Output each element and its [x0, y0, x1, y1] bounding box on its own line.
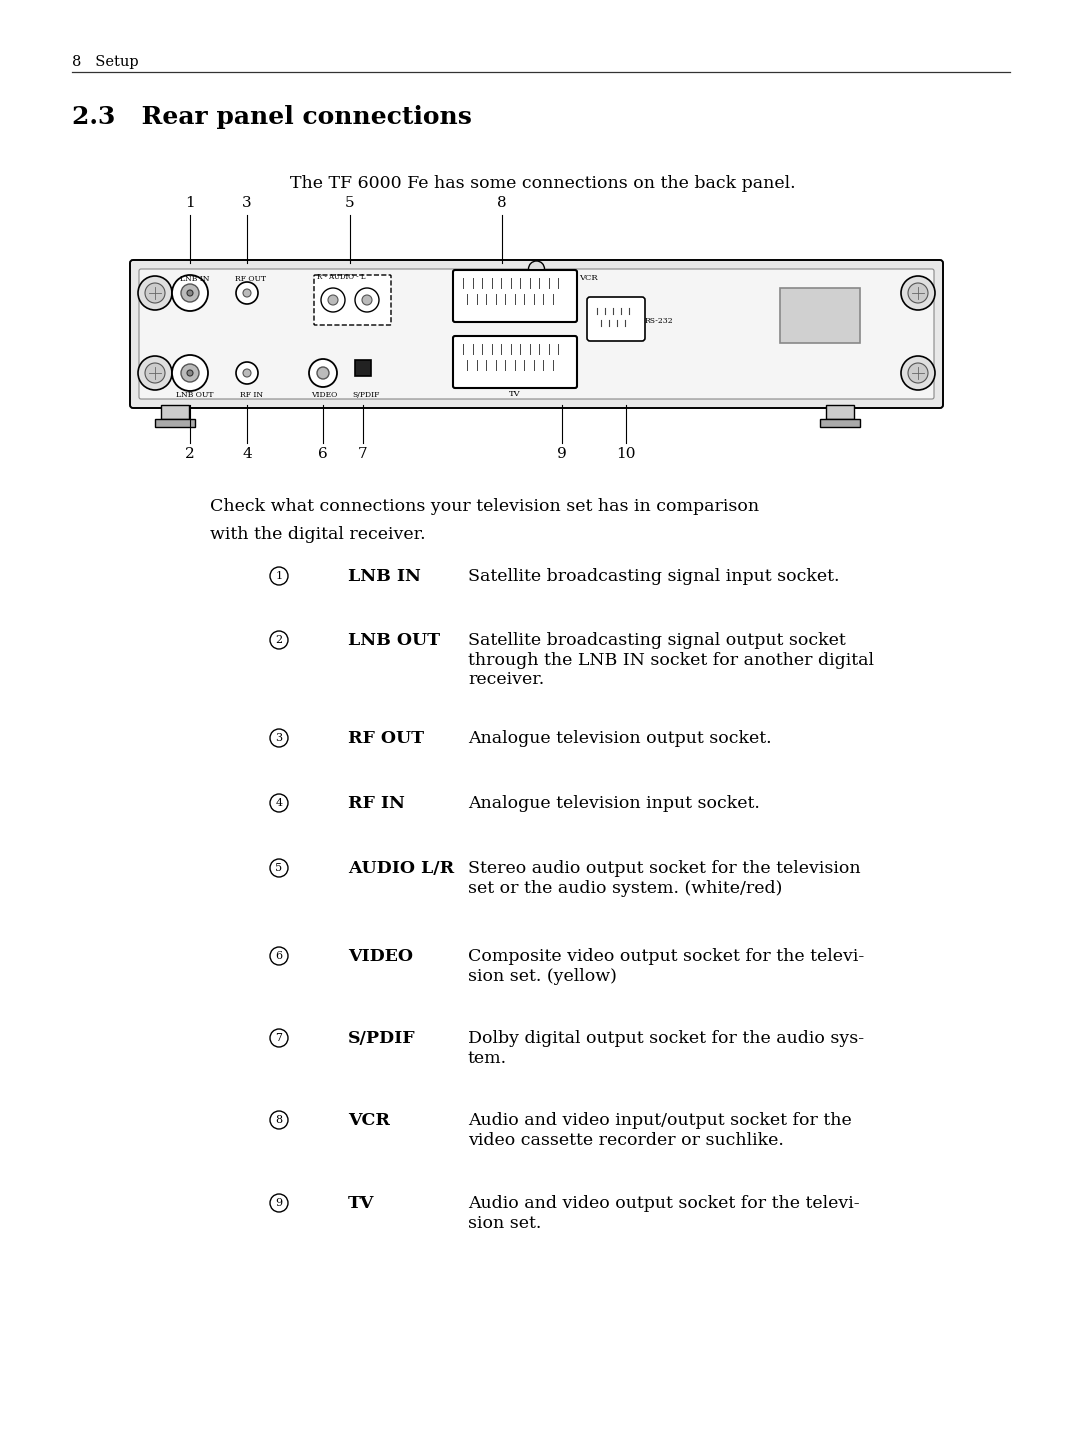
FancyBboxPatch shape — [588, 296, 645, 341]
Circle shape — [270, 859, 288, 876]
Text: 3: 3 — [242, 196, 252, 210]
Circle shape — [138, 276, 172, 309]
Circle shape — [270, 947, 288, 966]
Text: 9: 9 — [557, 448, 567, 460]
Circle shape — [181, 364, 199, 381]
Text: AUDIO L/R: AUDIO L/R — [348, 861, 454, 876]
Text: RF IN: RF IN — [240, 391, 264, 399]
Text: Dolby digital output socket for the audio sys-
tem.: Dolby digital output socket for the audi… — [468, 1030, 864, 1066]
Text: 7: 7 — [275, 1033, 283, 1043]
Text: RS-232: RS-232 — [645, 317, 674, 325]
Circle shape — [309, 358, 337, 387]
FancyBboxPatch shape — [130, 260, 943, 409]
Circle shape — [145, 283, 165, 304]
Text: LNB OUT: LNB OUT — [348, 632, 440, 649]
Text: LNB OUT: LNB OUT — [176, 391, 214, 399]
Text: VIDEO: VIDEO — [348, 948, 413, 966]
Text: 5: 5 — [275, 863, 283, 873]
Circle shape — [181, 283, 199, 302]
Circle shape — [237, 363, 258, 384]
Text: 6: 6 — [319, 448, 328, 460]
Text: with the digital receiver.: with the digital receiver. — [210, 527, 426, 543]
Circle shape — [908, 363, 928, 383]
Text: 2: 2 — [275, 635, 283, 645]
Text: Analogue television output socket.: Analogue television output socket. — [468, 730, 771, 747]
Circle shape — [138, 355, 172, 390]
Text: 1: 1 — [185, 196, 194, 210]
Bar — [820, 419, 860, 427]
Text: Check what connections your television set has in comparison: Check what connections your television s… — [210, 498, 759, 515]
Circle shape — [321, 288, 345, 312]
Circle shape — [901, 276, 935, 309]
FancyBboxPatch shape — [314, 275, 391, 325]
Bar — [161, 404, 189, 419]
Text: S/PDIF: S/PDIF — [352, 391, 379, 399]
Text: LNB IN: LNB IN — [180, 275, 210, 283]
Text: VCR: VCR — [348, 1112, 390, 1130]
Text: 9: 9 — [275, 1199, 283, 1207]
Text: 4: 4 — [242, 448, 252, 460]
Circle shape — [270, 630, 288, 649]
Text: 5: 5 — [346, 196, 355, 210]
FancyBboxPatch shape — [453, 335, 577, 389]
Text: 2.3   Rear panel connections: 2.3 Rear panel connections — [72, 105, 472, 130]
Circle shape — [187, 370, 193, 376]
Circle shape — [270, 730, 288, 747]
Circle shape — [328, 295, 338, 305]
Text: 6: 6 — [275, 951, 283, 961]
Circle shape — [172, 355, 208, 391]
Circle shape — [270, 794, 288, 812]
Text: VCR: VCR — [579, 273, 597, 282]
Text: TV: TV — [509, 390, 521, 399]
Circle shape — [270, 567, 288, 586]
Bar — [780, 288, 860, 342]
Circle shape — [187, 291, 193, 296]
Circle shape — [243, 368, 251, 377]
Circle shape — [901, 355, 935, 390]
Circle shape — [270, 1194, 288, 1212]
Text: 4: 4 — [275, 799, 283, 809]
Text: The TF 6000 Fe has some connections on the back panel.: The TF 6000 Fe has some connections on t… — [291, 176, 796, 191]
Circle shape — [237, 282, 258, 304]
Text: 7: 7 — [359, 448, 368, 460]
Text: VIDEO: VIDEO — [311, 391, 337, 399]
Text: 8: 8 — [275, 1115, 283, 1125]
Bar — [156, 419, 195, 427]
Text: Audio and video output socket for the televi-
sion set.: Audio and video output socket for the te… — [468, 1194, 860, 1232]
Circle shape — [318, 367, 329, 378]
Text: 8   Setup: 8 Setup — [72, 55, 138, 69]
Text: 3: 3 — [275, 732, 283, 743]
Text: RF OUT: RF OUT — [235, 275, 266, 283]
Circle shape — [355, 288, 379, 312]
Bar — [826, 404, 854, 419]
Circle shape — [528, 260, 544, 276]
Text: RF IN: RF IN — [348, 794, 405, 812]
Circle shape — [908, 283, 928, 304]
Text: LNB IN: LNB IN — [348, 568, 421, 586]
Circle shape — [270, 1029, 288, 1048]
Text: Audio and video input/output socket for the
video cassette recorder or suchlike.: Audio and video input/output socket for … — [468, 1112, 852, 1148]
Circle shape — [270, 1111, 288, 1130]
Circle shape — [145, 363, 165, 383]
Text: TV: TV — [348, 1194, 375, 1212]
FancyBboxPatch shape — [453, 271, 577, 322]
Text: Satellite broadcasting signal output socket
through the LNB IN socket for anothe: Satellite broadcasting signal output soc… — [468, 632, 874, 688]
FancyBboxPatch shape — [139, 269, 934, 399]
Text: R - AUDIO - L: R - AUDIO - L — [318, 273, 365, 281]
Text: S/PDIF: S/PDIF — [348, 1030, 416, 1048]
Text: Satellite broadcasting signal input socket.: Satellite broadcasting signal input sock… — [468, 568, 839, 586]
Text: Analogue television input socket.: Analogue television input socket. — [468, 794, 760, 812]
Text: Composite video output socket for the televi-
sion set. (yellow): Composite video output socket for the te… — [468, 948, 864, 984]
Circle shape — [362, 295, 372, 305]
Circle shape — [243, 289, 251, 296]
Text: RF OUT: RF OUT — [348, 730, 424, 747]
Bar — [355, 360, 372, 376]
Text: 1: 1 — [275, 571, 283, 581]
Text: 2: 2 — [185, 448, 194, 460]
Text: 10: 10 — [617, 448, 636, 460]
Text: 8: 8 — [497, 196, 507, 210]
Circle shape — [172, 275, 208, 311]
Text: Stereo audio output socket for the television
set or the audio system. (white/re: Stereo audio output socket for the telev… — [468, 861, 861, 896]
